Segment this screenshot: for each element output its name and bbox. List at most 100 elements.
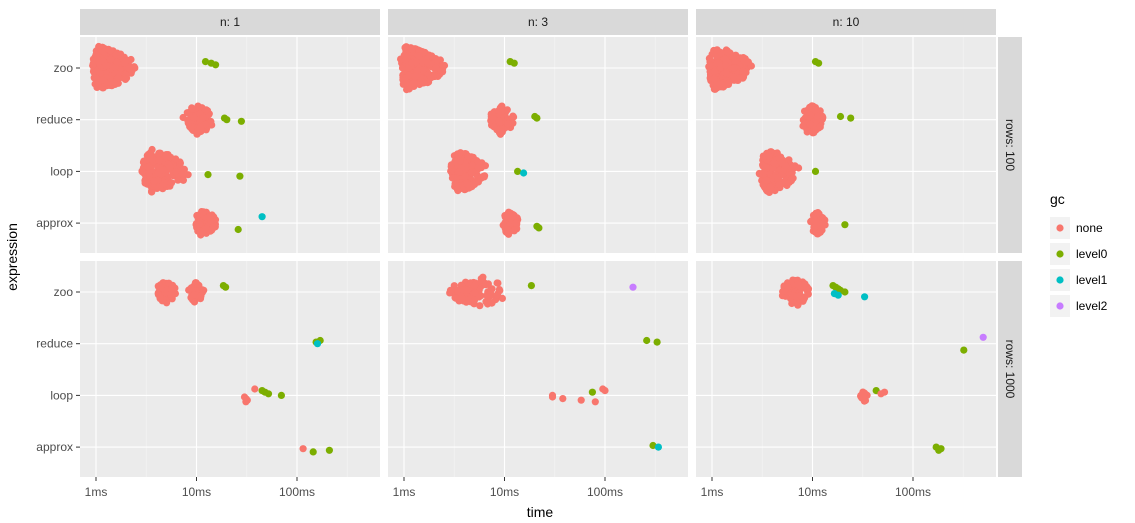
point-none <box>508 212 516 221</box>
point-none <box>498 294 506 302</box>
point-none <box>251 385 259 393</box>
point-none <box>763 176 771 185</box>
point-none <box>877 390 885 398</box>
panel-background <box>696 261 996 477</box>
point-none <box>716 80 724 88</box>
point-level0 <box>653 338 661 346</box>
point-none <box>512 219 520 227</box>
point-none <box>801 293 809 301</box>
facet-strip-col <box>388 9 688 35</box>
point-none <box>184 171 192 179</box>
point-none <box>799 122 807 130</box>
point-none <box>729 73 738 81</box>
point-none <box>770 159 778 167</box>
point-none <box>730 64 738 72</box>
point-none <box>202 225 210 233</box>
point-none <box>172 168 180 176</box>
facet-strip-col <box>696 9 996 35</box>
point-level0 <box>533 114 541 122</box>
point-none <box>710 75 718 83</box>
point-none <box>419 78 427 87</box>
point-none <box>138 168 146 176</box>
point-none <box>461 173 469 181</box>
y-axis-title: expression <box>4 223 20 291</box>
point-none <box>489 115 497 123</box>
legend-label: level1 <box>1076 273 1108 287</box>
point-none <box>469 161 477 169</box>
point-none <box>408 45 416 53</box>
point-none <box>811 224 819 232</box>
point-level0 <box>527 282 536 290</box>
point-none <box>150 177 158 185</box>
point-level0 <box>510 59 518 67</box>
point-none <box>412 58 420 66</box>
point-none <box>196 123 205 131</box>
point-none <box>747 62 756 70</box>
point-none <box>147 152 155 160</box>
x-tick-label: 10ms <box>182 485 211 499</box>
point-level0 <box>960 346 968 354</box>
point-none <box>413 66 421 74</box>
legend-label: level2 <box>1076 299 1108 313</box>
panel-background <box>80 261 380 477</box>
point-none <box>813 112 821 120</box>
facet-strip-row <box>998 261 1022 477</box>
point-none <box>432 64 440 72</box>
point-none <box>172 155 180 163</box>
point-level1 <box>861 293 869 301</box>
point-level0 <box>223 116 231 124</box>
point-none <box>713 46 721 54</box>
point-none <box>721 55 729 63</box>
x-tick-label: 10ms <box>490 485 519 499</box>
y-tick-label: approx <box>36 440 73 454</box>
point-none <box>498 128 506 136</box>
point-none <box>787 176 795 184</box>
point-level0 <box>514 167 522 175</box>
point-none <box>464 152 472 160</box>
point-none <box>559 395 567 403</box>
point-none <box>92 51 100 59</box>
point-none <box>148 145 156 154</box>
point-none <box>299 445 307 453</box>
point-none <box>766 183 775 191</box>
point-none <box>502 212 510 220</box>
point-none <box>156 294 164 302</box>
point-level1 <box>834 291 842 299</box>
x-tick-label: 10ms <box>798 485 827 499</box>
panel-background <box>388 261 688 477</box>
point-none <box>801 280 809 288</box>
point-none <box>816 123 824 131</box>
point-none <box>470 281 479 289</box>
point-none <box>179 176 187 184</box>
point-level0 <box>841 288 849 296</box>
point-none <box>784 283 792 291</box>
point-none <box>469 180 477 188</box>
point-none <box>468 168 476 177</box>
point-none <box>89 62 97 70</box>
point-none <box>399 80 407 88</box>
facet-strip-label: n: 1 <box>220 15 240 29</box>
point-level0 <box>649 441 657 450</box>
y-tick-label: approx <box>36 216 73 230</box>
point-none <box>162 152 170 160</box>
point-level0 <box>815 59 823 67</box>
point-none <box>495 286 503 294</box>
point-none <box>499 221 507 229</box>
point-none <box>474 163 482 171</box>
point-level1 <box>654 443 663 451</box>
x-tick-label: 1ms <box>701 485 724 499</box>
point-level0 <box>643 336 651 345</box>
point-none <box>488 299 496 307</box>
point-none <box>92 74 100 82</box>
point-none <box>121 75 129 83</box>
point-none <box>165 279 173 287</box>
point-none <box>713 59 721 67</box>
point-none <box>705 54 714 63</box>
point-none <box>476 302 484 310</box>
point-none <box>410 79 418 87</box>
x-tick-label: 100ms <box>587 485 623 499</box>
point-level2 <box>629 283 637 291</box>
point-none <box>433 56 441 64</box>
point-none <box>484 280 492 288</box>
point-none <box>242 398 250 406</box>
